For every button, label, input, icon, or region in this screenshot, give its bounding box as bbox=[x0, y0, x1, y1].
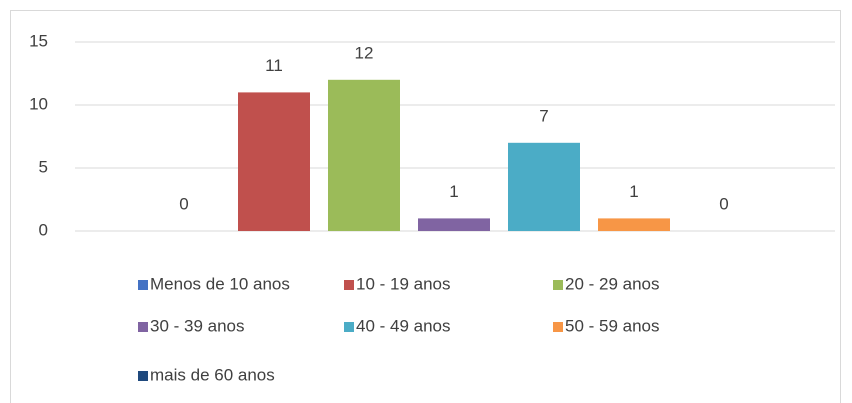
data-label: 0 bbox=[719, 194, 728, 213]
data-label: 1 bbox=[449, 182, 458, 201]
legend-swatch bbox=[344, 280, 354, 290]
bar bbox=[508, 142, 580, 231]
legend-label: 10 - 19 anos bbox=[356, 274, 451, 293]
data-label: 0 bbox=[179, 194, 188, 213]
y-tick-label: 5 bbox=[39, 157, 48, 176]
chart-frame bbox=[10, 10, 841, 403]
bar bbox=[598, 218, 670, 231]
bar bbox=[238, 92, 310, 232]
legend-swatch bbox=[138, 371, 148, 381]
bar bbox=[418, 218, 490, 231]
legend-swatch bbox=[138, 322, 148, 332]
legend-swatch bbox=[138, 280, 148, 290]
legend-swatch bbox=[344, 322, 354, 332]
data-label: 7 bbox=[539, 106, 548, 125]
legend-label: mais de 60 anos bbox=[150, 365, 275, 384]
y-tick-label: 15 bbox=[29, 31, 48, 50]
y-tick-label: 10 bbox=[29, 94, 48, 113]
legend-label: 40 - 49 anos bbox=[356, 316, 451, 335]
data-label: 1 bbox=[629, 182, 638, 201]
data-label: 11 bbox=[265, 56, 283, 75]
legend-swatch bbox=[553, 322, 563, 332]
legend-label: Menos de 10 anos bbox=[150, 274, 290, 293]
legend-label: 30 - 39 anos bbox=[150, 316, 245, 335]
y-tick-label: 0 bbox=[39, 220, 48, 239]
legend-swatch bbox=[553, 280, 563, 290]
bar bbox=[328, 79, 400, 231]
data-label: 12 bbox=[355, 43, 374, 62]
legend-label: 50 - 59 anos bbox=[565, 316, 660, 335]
legend-label: 20 - 29 anos bbox=[565, 274, 660, 293]
